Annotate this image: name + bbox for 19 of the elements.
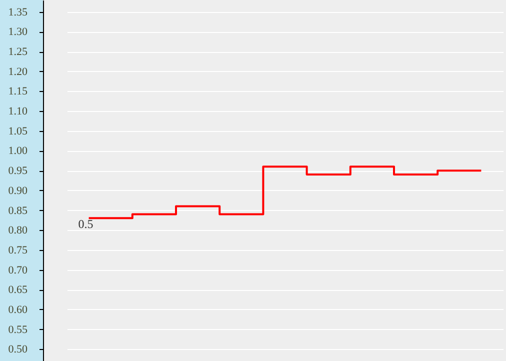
y-tick-label: 1.25	[8, 46, 28, 58]
y-tick-label: 1.10	[8, 106, 28, 118]
y-tick-label: 1.20	[8, 66, 28, 78]
y-tick-label: 0.85	[8, 204, 28, 217]
y-tick-label: 0.70	[8, 264, 28, 276]
y-tick-label: 0.50	[8, 344, 28, 356]
y-tick-label: 1.15	[8, 86, 28, 98]
y-tick-label: 0.75	[8, 244, 28, 256]
y-tick-label: 1.35	[8, 6, 28, 18]
y-tick-label: 0.55	[8, 324, 28, 336]
annotation: 0.5	[78, 217, 94, 232]
y-tick-label: 1.00	[8, 145, 28, 158]
y-tick-label: 0.65	[8, 284, 28, 296]
y-tick-label: 0.90	[8, 184, 28, 197]
y-tick-label: 1.30	[8, 26, 28, 38]
y-tick-label: 0.95	[8, 165, 28, 178]
y-tick-label: 0.60	[8, 304, 28, 316]
y-tick-label: 0.80	[8, 224, 28, 237]
y-tick-label: 1.05	[8, 125, 28, 138]
